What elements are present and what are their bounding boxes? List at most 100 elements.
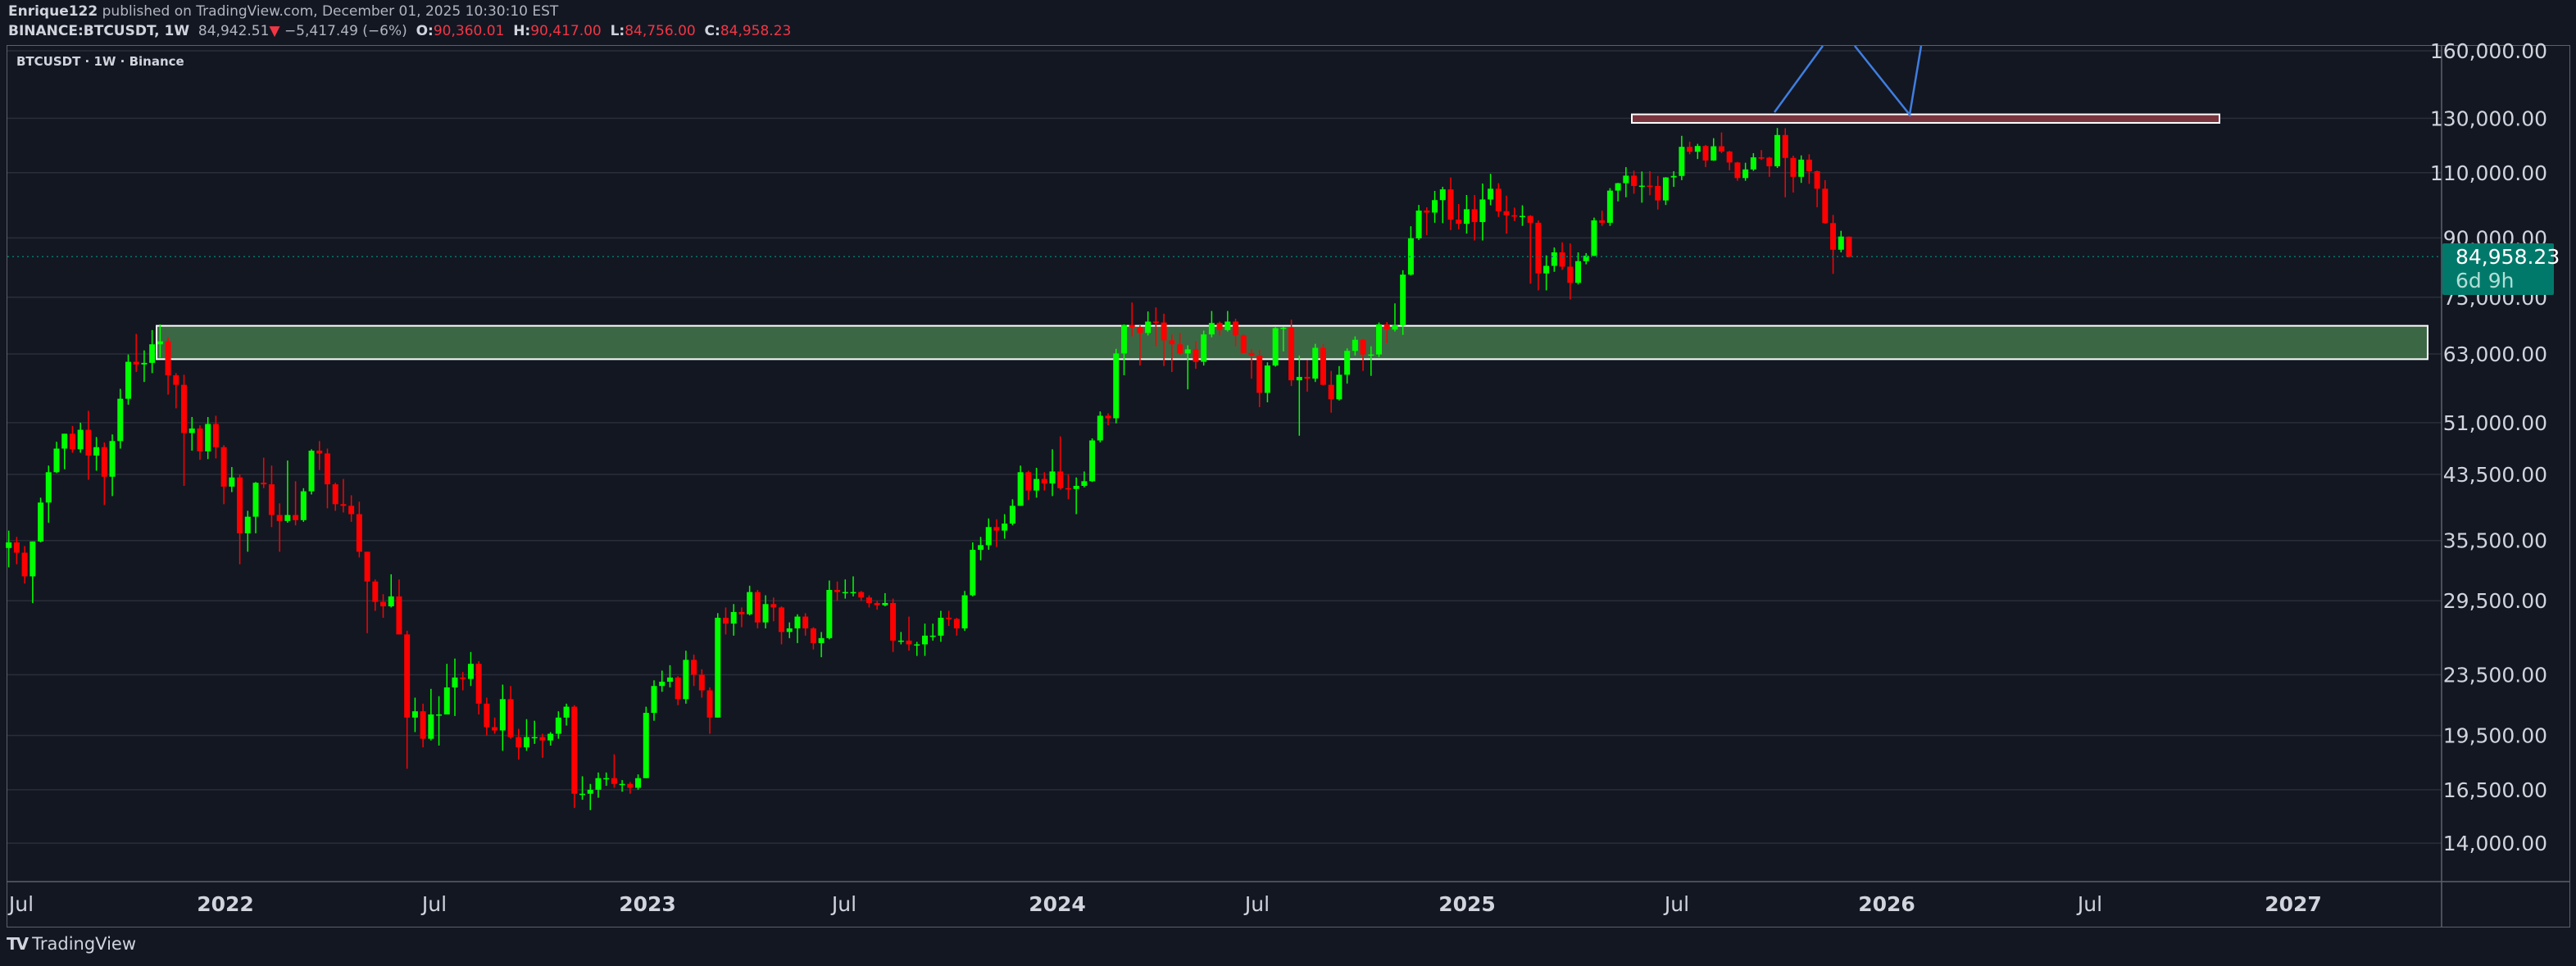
candle-body [38,502,44,542]
candle-up [77,422,84,453]
candle-up [244,510,251,552]
open-label: O: [416,23,434,39]
candle-down [1687,141,1693,155]
candle-body [1798,159,1805,177]
candle-up [595,772,602,798]
candle-up [499,684,506,751]
candle-up [1336,365,1343,401]
candle-body [1216,323,1223,330]
candle-body [1304,377,1311,379]
price-axis[interactable]: 160,000.00130,000.00110,000.0090,000.007… [2430,39,2547,855]
candle-up [1280,326,1287,351]
candle-body [220,447,227,487]
close-label: C: [704,23,720,39]
candle-up [1089,438,1096,483]
candle-body [1407,238,1414,275]
candle-down [698,669,705,698]
time-tick-label: 2027 [2265,892,2322,916]
author-name[interactable]: Enrique122 [8,3,98,20]
candle-down [396,579,402,635]
candle-up [842,579,848,599]
candle-body [467,664,474,679]
candle-up [38,497,44,542]
candle-body [555,717,561,734]
candle-down [212,415,219,459]
candle-down [484,697,490,736]
price-tick-label: 29,500.00 [2443,589,2547,613]
candle-up [961,591,968,631]
tradingview-logo[interactable]: TV TradingView [7,934,136,954]
candle-down [1495,183,1502,217]
candle-body [356,514,362,552]
candle-down [1288,320,1295,387]
candle-body [1328,384,1334,400]
time-tick-label: 2026 [1858,892,1915,916]
candle-up [1838,230,1844,253]
candle-down [1559,242,1565,270]
candle-down [348,495,355,522]
candles [6,128,1852,810]
candle-body [1456,220,1462,224]
candle-down [332,483,338,511]
candle-up [452,658,458,716]
candle-body [1662,177,1669,201]
candle-body [157,341,163,345]
candle-body [1511,215,1518,217]
price-tick-label: 51,000.00 [2443,411,2547,435]
candle-body [794,616,801,628]
last-value: 84,942.51 [198,23,270,39]
candle-body [332,484,338,505]
candle-body [906,640,912,645]
candle-down [571,705,578,809]
candle-body [1296,377,1302,381]
candle-down [858,591,865,601]
trendline[interactable] [1773,45,1824,113]
time-axis[interactable]: Jul 2022 Jul 2023 Jul 2024 Jul 2025 Jul 2026 Jul 20… [7,892,2322,916]
trendline[interactable] [1854,45,1923,117]
last-price-badge: 84,958.23 6d 9h [2442,243,2560,296]
candle-body [475,664,482,704]
resistance-zone[interactable] [1631,113,2220,124]
candle-body [1591,220,1597,256]
candle-body [1415,211,1422,238]
candle-up [149,329,156,374]
candle-down [173,373,179,409]
price-tick-label: 16,500.00 [2443,778,2547,802]
candle-body [747,592,753,615]
candle-body [754,592,761,623]
candle-body [492,727,498,731]
time-tick-label: 2022 [197,892,254,916]
candle-body [1065,488,1071,490]
candle-body [1089,440,1096,482]
candle-down [165,337,171,395]
candle-down [1248,348,1255,379]
candle-body [779,607,785,633]
candle-body [420,711,426,739]
candle-body [818,637,825,643]
candle-up [747,585,753,616]
candle-body [205,424,211,451]
candle-up [1439,187,1446,224]
candle-down [953,617,960,636]
candle-down [1702,144,1709,167]
candle-body [929,635,936,637]
candle-down [1041,472,1047,491]
candle-body [1814,170,1820,189]
candle-body [507,699,514,737]
candle-down [1471,195,1478,241]
candle-body [1256,355,1263,393]
candle-body [730,611,737,624]
candle-body [452,677,458,688]
candle-up [818,632,825,658]
candle-body [436,714,443,716]
candle-up [1081,471,1088,488]
candle-body [834,590,841,592]
candle-down [237,474,243,565]
candle-down [220,445,227,505]
candle-body [1631,175,1638,186]
candle-body [1081,481,1088,486]
candle-up [1774,128,1781,169]
candle-down [810,627,816,650]
candle-body [348,506,355,515]
